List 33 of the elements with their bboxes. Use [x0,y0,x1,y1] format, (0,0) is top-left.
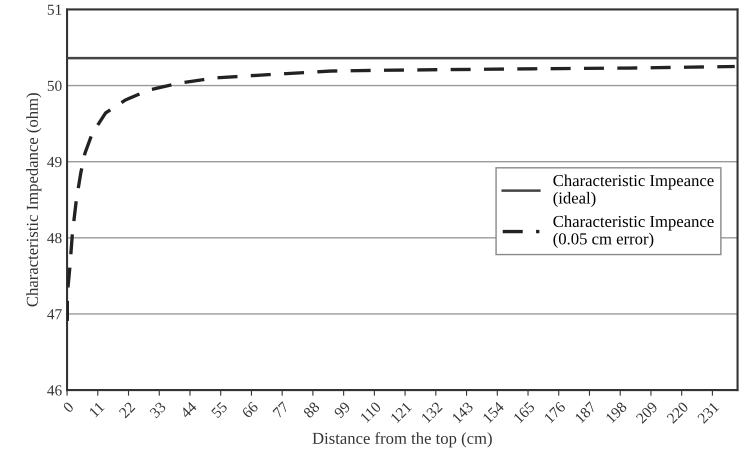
x-tick-label: 44 [180,401,198,419]
x-tick-label: 11 [88,402,105,418]
legend-label: Characteristic Impeance (0.05 cm error) [553,215,714,248]
x-tick-label: 176 [544,401,566,424]
y-tick-label: 49 [47,156,62,168]
x-tick-label: 209 [636,401,658,424]
y-tick-label: 51 [48,4,62,15]
x-tick-label: 187 [574,401,597,424]
y-tick-label: 50 [48,80,62,91]
x-tick-label: 33 [149,401,166,418]
y-tick-label: 48 [47,232,62,244]
x-tick-label: 165 [513,401,536,424]
x-tick-label: 110 [360,401,382,423]
x-tick-label: 132 [420,401,443,424]
y-tick-label: 47 [47,309,62,320]
x-tick-label: 66 [241,401,259,418]
x-tick-label: 121 [390,402,412,424]
x-tick-label: 22 [118,401,136,418]
x-tick-label: 220 [666,401,689,424]
x-tick-label: 99 [334,401,351,419]
x-tick-label: 198 [605,401,628,424]
legend-label: Characteristic Impeance (ideal) [553,174,714,208]
x-tick-label: 77 [272,401,290,418]
x-tick-label: 154 [482,401,505,424]
x-tick-label: 55 [210,401,228,418]
y-tick-label: 46 [47,385,62,396]
y-axis-title: Characteristic Impedance (ohm) [26,93,42,306]
x-tick-label: 0 [62,401,74,414]
line-series [67,64,736,322]
x-tick-label: 231 [697,402,720,424]
x-tick-label: 143 [452,401,474,424]
x-axis-title: Distance from the top (cm) [312,432,492,448]
x-tick-label: 88 [302,401,320,419]
